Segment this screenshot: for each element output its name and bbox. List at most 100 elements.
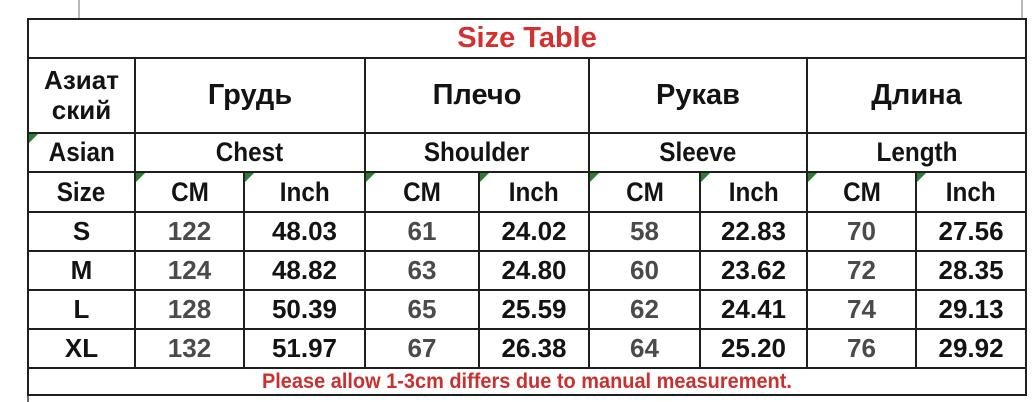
header-asian-en-label: Asian	[48, 137, 115, 167]
table-cell: 70	[806, 211, 917, 252]
table-cell: 60	[588, 250, 701, 291]
size-cell: XL	[27, 328, 136, 369]
table-cell: 62	[588, 289, 701, 330]
table-cell: 128	[134, 289, 245, 330]
header-shoulder-ru-label: Плечо	[432, 79, 522, 111]
table-cell: 76	[806, 328, 917, 369]
table-cell: 23.62	[699, 250, 808, 291]
table-cell: 63	[364, 250, 480, 291]
table-cell: 29.13	[914, 289, 1028, 330]
cell-value: 65	[407, 294, 437, 324]
header-shoulder-ru: Плечо	[364, 57, 590, 134]
table-cell: 24.02	[478, 211, 590, 252]
cell-value: 25.20	[720, 333, 787, 363]
header-size-label: Size	[27, 171, 136, 213]
header-sleeve-ru: Рукав	[588, 57, 808, 134]
table-cell: 24.80	[478, 250, 590, 291]
cell-value: 23.62	[720, 255, 787, 285]
unit-chest-inch: Inch	[243, 171, 366, 213]
table-cell: 122	[134, 211, 245, 252]
table-cell: 24.41	[699, 289, 808, 330]
unit-length-cm: CM	[806, 171, 917, 213]
size-value: M	[70, 255, 93, 285]
header-shoulder-en: Shoulder	[364, 132, 590, 173]
cell-value: 122	[167, 216, 212, 246]
header-shoulder-en-label: Shoulder	[424, 137, 530, 167]
table-row-l: L 128 50.39 65 25.59 62 24.41 74 29.13	[27, 289, 1028, 330]
table-row-xl: XL 132 51.97 67 26.38 64 25.20 76 29.92	[27, 328, 1028, 369]
table-cell: 27.56	[914, 211, 1028, 252]
table-cell: 65	[364, 289, 480, 330]
cell-value: 124	[167, 255, 212, 285]
cell-value: 67	[407, 333, 437, 363]
header-chest-en-label: Chest	[216, 137, 284, 167]
header-row-english: Asian Chest Shoulder Sleeve Length	[27, 132, 1028, 173]
unit-cm-label: CM	[625, 176, 664, 207]
table-cell: 28.35	[914, 250, 1028, 291]
size-cell: M	[27, 250, 136, 291]
header-row-russian: Азиат ский Грудь Плечо Рукав Длина	[27, 57, 1028, 134]
table-cell: 25.20	[699, 328, 808, 369]
measurement-note: Please allow 1-3cm differs due to manual…	[262, 369, 793, 393]
unit-inch-label: Inch	[728, 176, 779, 207]
table-cell: 50.39	[243, 289, 366, 330]
cell-value: 24.02	[501, 216, 567, 246]
header-length-ru-label: Длина	[871, 79, 962, 111]
header-chest-en: Chest	[134, 132, 366, 173]
cell-value: 24.41	[720, 294, 787, 324]
unit-length-inch: Inch	[914, 171, 1028, 213]
unit-sleeve-inch: Inch	[699, 171, 808, 213]
unit-cm-label: CM	[403, 176, 441, 207]
table-title: Size Table	[457, 22, 597, 54]
header-sleeve-en: Sleeve	[588, 132, 808, 173]
table-cell: 67	[364, 328, 480, 369]
header-asian-ru-line1: Азиат	[44, 65, 119, 96]
unit-sleeve-cm: CM	[588, 171, 701, 213]
table-cell: 48.82	[243, 250, 366, 291]
unit-inch-label: Inch	[279, 176, 330, 207]
gridline-top-right	[1021, 0, 1023, 18]
size-cell: S	[27, 211, 136, 252]
header-row-units: Size CM Inch CM Inch CM Inch CM Inch	[27, 171, 1028, 213]
cell-value: 24.80	[501, 255, 567, 285]
table-title-cell: Size Table	[26, 18, 1028, 59]
cell-value: 64	[630, 333, 659, 363]
cell-value: 29.92	[938, 333, 1004, 363]
unit-shoulder-cm: CM	[364, 171, 480, 213]
cell-value: 28.35	[938, 255, 1004, 285]
header-length-en: Length	[805, 132, 1028, 173]
cell-value: 50.39	[271, 294, 338, 324]
gridline-top-left	[78, 0, 80, 18]
cell-value: 128	[167, 294, 212, 324]
cell-value: 61	[407, 216, 437, 246]
header-asian-ru-line2: ский	[51, 94, 112, 125]
table-cell: 132	[134, 328, 245, 369]
table-cell: 51.97	[243, 328, 366, 369]
table-row-m: M 124 48.82 63 24.80 60 23.62 72 28.35	[27, 250, 1028, 291]
note-row: Please allow 1-3cm differs due to manual…	[26, 367, 1028, 396]
size-value: L	[73, 294, 90, 324]
cell-value: 26.38	[501, 333, 567, 363]
header-chest-ru-label: Грудь	[207, 79, 293, 111]
gridline-bottom-left	[27, 394, 29, 402]
table-cell: 64	[588, 328, 701, 369]
size-table: Size Table Азиат ский Грудь Плечо Рукав …	[26, 18, 1028, 396]
table-cell: 61	[364, 211, 480, 252]
header-sleeve-en-label: Sleeve	[659, 137, 737, 167]
unit-chest-cm: CM	[134, 171, 245, 213]
size-value: XL	[64, 333, 99, 363]
cell-value: 25.59	[501, 294, 567, 324]
title-row: Size Table	[26, 18, 1028, 59]
header-length-en-label: Length	[876, 137, 958, 167]
cell-value: 48.03	[271, 216, 338, 246]
cell-value: 51.97	[271, 333, 338, 363]
cell-value: 70	[847, 216, 876, 246]
cell-value: 74	[847, 294, 876, 324]
note-cell: Please allow 1-3cm differs due to manual…	[26, 367, 1028, 396]
header-asian-en: Asian	[27, 132, 136, 173]
cell-value: 48.82	[271, 255, 338, 285]
header-asian-ru: Азиат ский	[27, 57, 136, 134]
cell-value: 63	[407, 255, 437, 285]
table-cell: 72	[806, 250, 917, 291]
